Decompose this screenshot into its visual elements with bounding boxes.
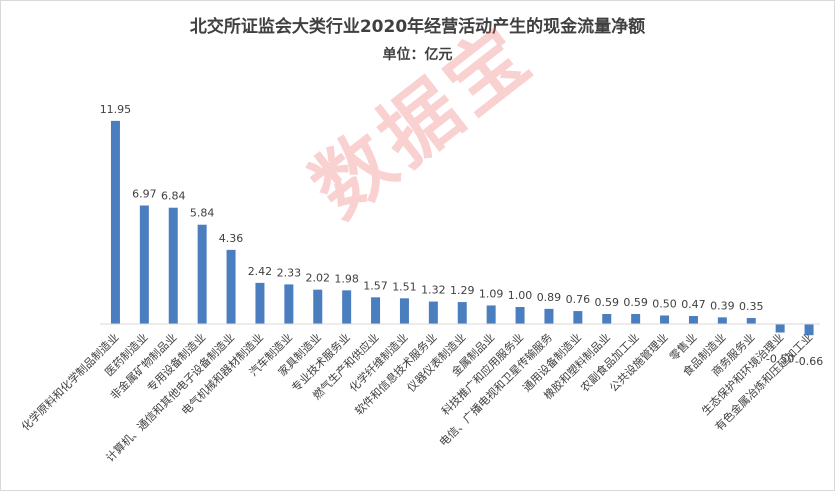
value-label-13: 1.09 <box>479 287 504 300</box>
bar-5 <box>255 282 265 324</box>
bar-13 <box>486 305 496 324</box>
value-label-8: 1.98 <box>334 272 359 285</box>
value-label-7: 2.02 <box>306 272 331 285</box>
bar-4 <box>226 249 236 324</box>
value-label-19: 0.50 <box>652 298 677 311</box>
bar-19 <box>660 315 670 324</box>
bar-7 <box>313 289 323 324</box>
bar-22 <box>746 318 756 324</box>
value-label-4: 4.36 <box>219 232 244 245</box>
bar-14 <box>515 307 525 324</box>
category-labels-group: 化学原料和化学制品制造业医药制造业非金属矿物制品业专用设备制造业计算机、通信和其… <box>18 330 815 464</box>
bar-11 <box>428 301 438 324</box>
value-label-5: 2.42 <box>248 265 273 278</box>
bar-16 <box>573 311 583 324</box>
value-label-6: 2.33 <box>277 266 302 279</box>
value-label-11: 1.32 <box>421 284 446 297</box>
bar-10 <box>399 298 409 324</box>
value-label-14: 1.00 <box>508 289 533 302</box>
value-label-15: 0.89 <box>537 291 562 304</box>
bar-18 <box>631 313 641 324</box>
chart-subtitle: 单位：亿元 <box>382 47 453 63</box>
bar-3 <box>197 224 207 324</box>
value-label-10: 1.51 <box>392 280 417 293</box>
value-label-21: 0.39 <box>710 299 735 312</box>
bar-20 <box>688 316 698 324</box>
value-label-9: 1.57 <box>363 279 388 292</box>
bar-17 <box>602 313 612 324</box>
bar-15 <box>544 308 554 324</box>
value-label-1: 6.97 <box>132 188 157 201</box>
bar-6 <box>284 284 294 324</box>
value-label-16: 0.76 <box>566 293 591 306</box>
value-label-20: 0.47 <box>681 298 706 311</box>
bars-group <box>110 120 814 336</box>
value-label-12: 1.29 <box>450 284 475 297</box>
bar-0 <box>110 120 120 324</box>
bar-1 <box>139 205 149 324</box>
bar-21 <box>717 317 727 324</box>
value-label-2: 6.84 <box>161 190 186 203</box>
chart-title: 北交所证监会大类行业2020年经营活动产生的现金流量净额 <box>189 17 646 37</box>
bar-9 <box>371 297 381 324</box>
value-label-0: 11.95 <box>100 103 132 116</box>
value-label-18: 0.59 <box>623 296 648 309</box>
bar-24 <box>804 324 814 336</box>
value-label-17: 0.59 <box>595 296 620 309</box>
bar-2 <box>168 207 178 324</box>
value-label-24: -0.66 <box>795 355 823 368</box>
bar-12 <box>457 302 467 324</box>
bar-23 <box>775 324 785 333</box>
value-label-23: -0.50 <box>766 353 794 366</box>
value-label-3: 5.84 <box>190 207 215 220</box>
bar-8 <box>342 290 352 324</box>
category-label-0: 化学原料和化学制品制造业 <box>18 330 121 433</box>
value-label-22: 0.35 <box>739 300 764 313</box>
value-labels-group: 11.95 6.97 6.84 5.84 4.36 2.42 2.33 2.02 1.98 1.5… <box>100 103 824 368</box>
